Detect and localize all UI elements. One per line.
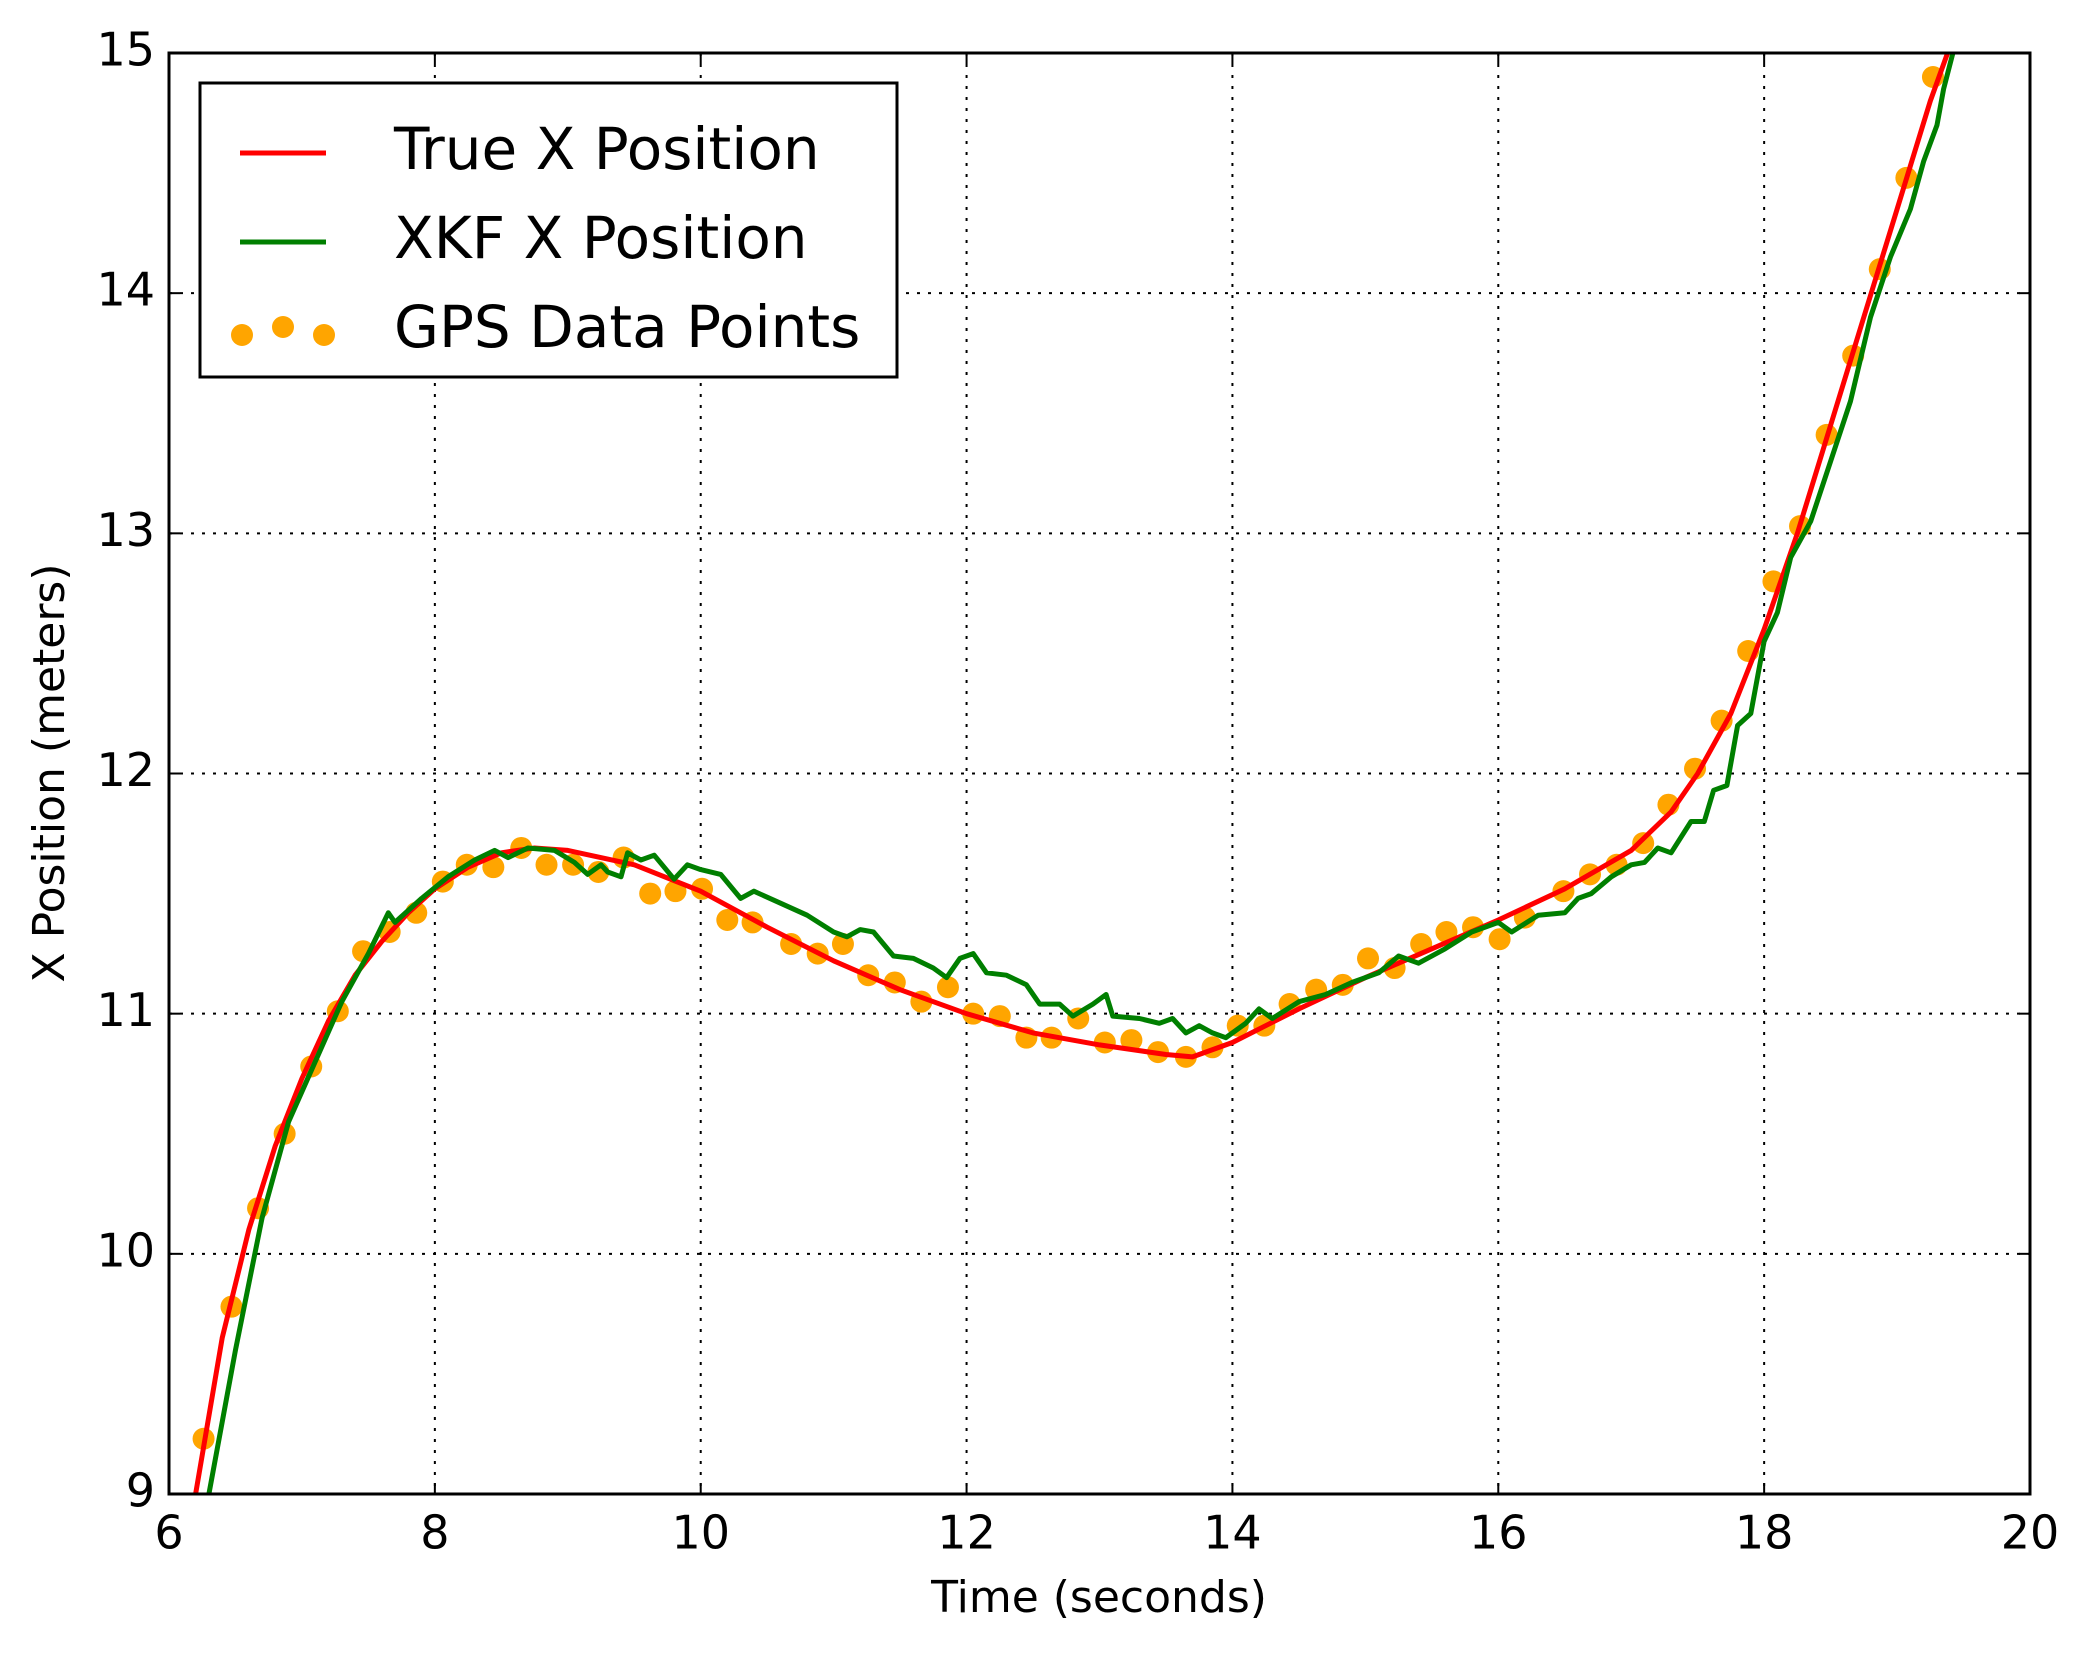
legend-label: GPS Data Points: [394, 293, 860, 361]
x-tick-label: 12: [937, 1506, 996, 1560]
y-tick-label: 9: [126, 1464, 155, 1518]
legend-label: XKF X Position: [394, 204, 808, 272]
data-point: [482, 856, 505, 879]
x-tick-label: 16: [1469, 1506, 1528, 1560]
data-point: [1120, 1029, 1143, 1052]
data-point: [1357, 947, 1380, 970]
data-point: [716, 909, 739, 932]
data-point: [535, 853, 558, 876]
data-line: [193, 53, 1950, 1494]
ticks: 6 8 10 12 14 16 18 20 9 10 11 12 13 14 15: [96, 23, 2059, 1560]
y-tick-label: 15: [96, 23, 155, 77]
x-tick-label: 14: [1203, 1506, 1262, 1560]
x-tick-label: 8: [420, 1506, 449, 1560]
legend-marker: [272, 316, 294, 338]
y-tick-label: 14: [96, 263, 155, 317]
data-point: [639, 882, 662, 905]
y-axis-label: X Position (meters): [24, 563, 75, 982]
legend-marker: [231, 324, 253, 346]
data-point: [1710, 709, 1733, 732]
plot-area: [192, 53, 1956, 1494]
data-point: [936, 976, 959, 999]
x-tick-label: 6: [154, 1506, 183, 1560]
data-line: [206, 53, 1956, 1494]
x-tick-label: 18: [1735, 1506, 1794, 1560]
x-tick-label: 20: [2001, 1506, 2060, 1560]
legend-marker: [313, 324, 335, 346]
data-point: [1632, 832, 1655, 855]
legend-label: True X Position: [393, 115, 820, 183]
data-point: [1488, 928, 1511, 951]
data-point: [1684, 757, 1707, 780]
y-tick-label: 10: [96, 1223, 155, 1277]
y-tick-label: 11: [96, 983, 155, 1037]
x-axis-label: Time (seconds): [930, 1572, 1267, 1623]
legend: True X Position XKF X Position GPS Data Po…: [198, 81, 899, 379]
x-tick-label: 10: [671, 1506, 730, 1560]
y-tick-label: 12: [96, 743, 155, 797]
y-tick-label: 13: [96, 503, 155, 557]
